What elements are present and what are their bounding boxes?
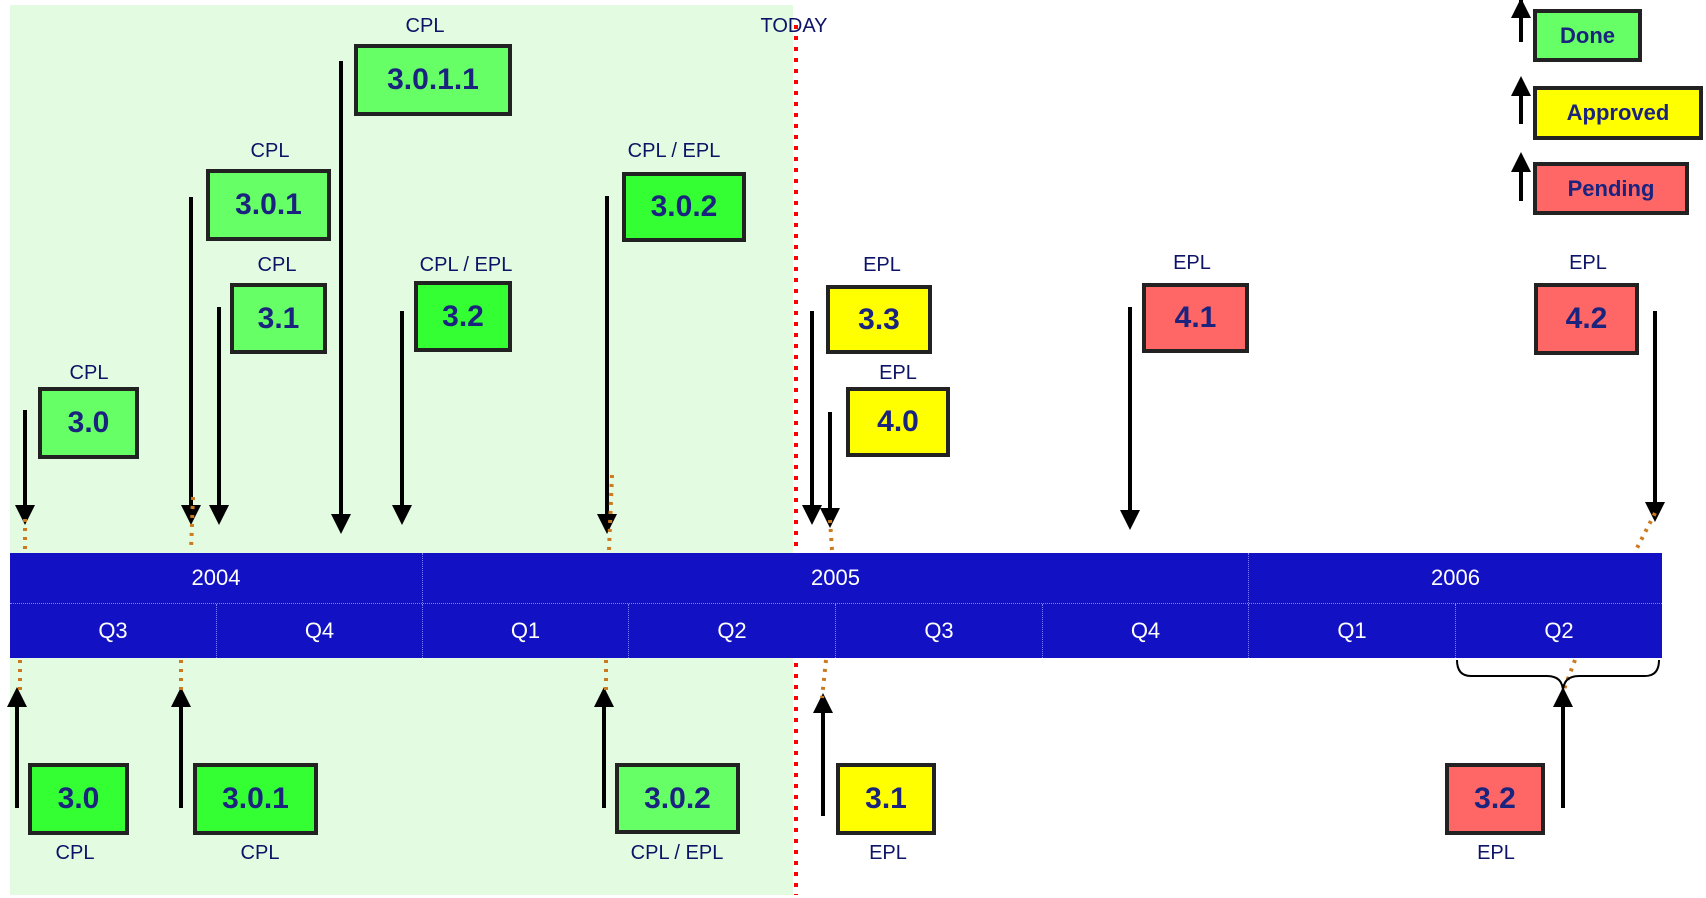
release-box-3.0-bottom: 3.0 xyxy=(28,763,129,835)
year-cell-2006: 2006 xyxy=(1248,553,1662,603)
release-box-3.0.1-top: 3.0.1 xyxy=(206,169,331,241)
legend-done: Done xyxy=(1533,9,1642,62)
quarter-cell: Q3 xyxy=(98,618,128,643)
release-box-3.3-top: 3.3 xyxy=(826,285,932,354)
quarter-cell: Q2 xyxy=(628,604,835,658)
release-box-4.0-top: 4.0 xyxy=(846,387,950,457)
release-box-3.0.1-bottom: 3.0.1 xyxy=(193,763,318,835)
year-row: 2004 2005 2006 xyxy=(10,553,1662,603)
top-label-3.0.1.1: CPL xyxy=(405,15,445,37)
quarter-cell: Q4 xyxy=(216,604,422,658)
top-label-3.0: CPL xyxy=(69,362,109,384)
bottom-label-3.0.2: CPL / EPL xyxy=(630,842,724,864)
quarter-cell: Q1 xyxy=(1248,604,1455,658)
quarter-cell: Q3 xyxy=(835,604,1042,658)
top-label-4.2: EPL xyxy=(1569,252,1607,274)
year-cell-2005: 2005 xyxy=(422,553,1248,603)
release-box-4.2-top: 4.2 xyxy=(1534,283,1639,355)
release-box-3.0-top: 3.0 xyxy=(38,387,139,459)
quarter-cell: Q4 xyxy=(1042,604,1248,658)
top-label-3.1: CPL xyxy=(257,254,297,276)
top-label-3.0.1: CPL xyxy=(250,140,290,162)
bottom-label-3.0.1: CPL xyxy=(240,842,280,864)
release-box-3.0.2-bottom: 3.0.2 xyxy=(615,763,740,834)
bottom-label-3.0: CPL xyxy=(55,842,95,864)
release-box-3.2-top: 3.2 xyxy=(414,281,512,352)
top-label-3.2: CPL / EPL xyxy=(419,254,513,276)
legend-approved: Approved xyxy=(1533,86,1703,140)
top-label-4.0: EPL xyxy=(879,362,917,384)
top-label-4.1: EPL xyxy=(1173,252,1211,274)
bottom-label-3.2: EPL xyxy=(1477,842,1515,864)
year-cell-2004: 2004 xyxy=(191,565,241,590)
release-box-3.2-bottom: 3.2 xyxy=(1445,763,1545,835)
release-box-3.1-bottom: 3.1 xyxy=(836,763,936,835)
release-box-3.0.2-top: 3.0.2 xyxy=(622,172,746,242)
quarter-cell: Q2 xyxy=(1455,604,1662,658)
bottom-label-3.1: EPL xyxy=(869,842,907,864)
legend-pending: Pending xyxy=(1533,162,1689,215)
top-label-3.3: EPL xyxy=(863,254,901,276)
quarter-cell: Q1 xyxy=(422,604,628,658)
q2-2006-brace xyxy=(1456,659,1660,693)
release-box-3.0.1.1-top: 3.0.1.1 xyxy=(354,44,512,116)
top-label-3.0.2: CPL / EPL xyxy=(627,140,721,162)
today-label: TODAY xyxy=(760,15,828,37)
release-box-3.1-top: 3.1 xyxy=(230,283,327,354)
release-box-4.1-top: 4.1 xyxy=(1142,283,1249,353)
quarter-row: Q3 Q4 Q1 Q2 Q3 Q4 Q1 Q2 xyxy=(10,603,1662,658)
